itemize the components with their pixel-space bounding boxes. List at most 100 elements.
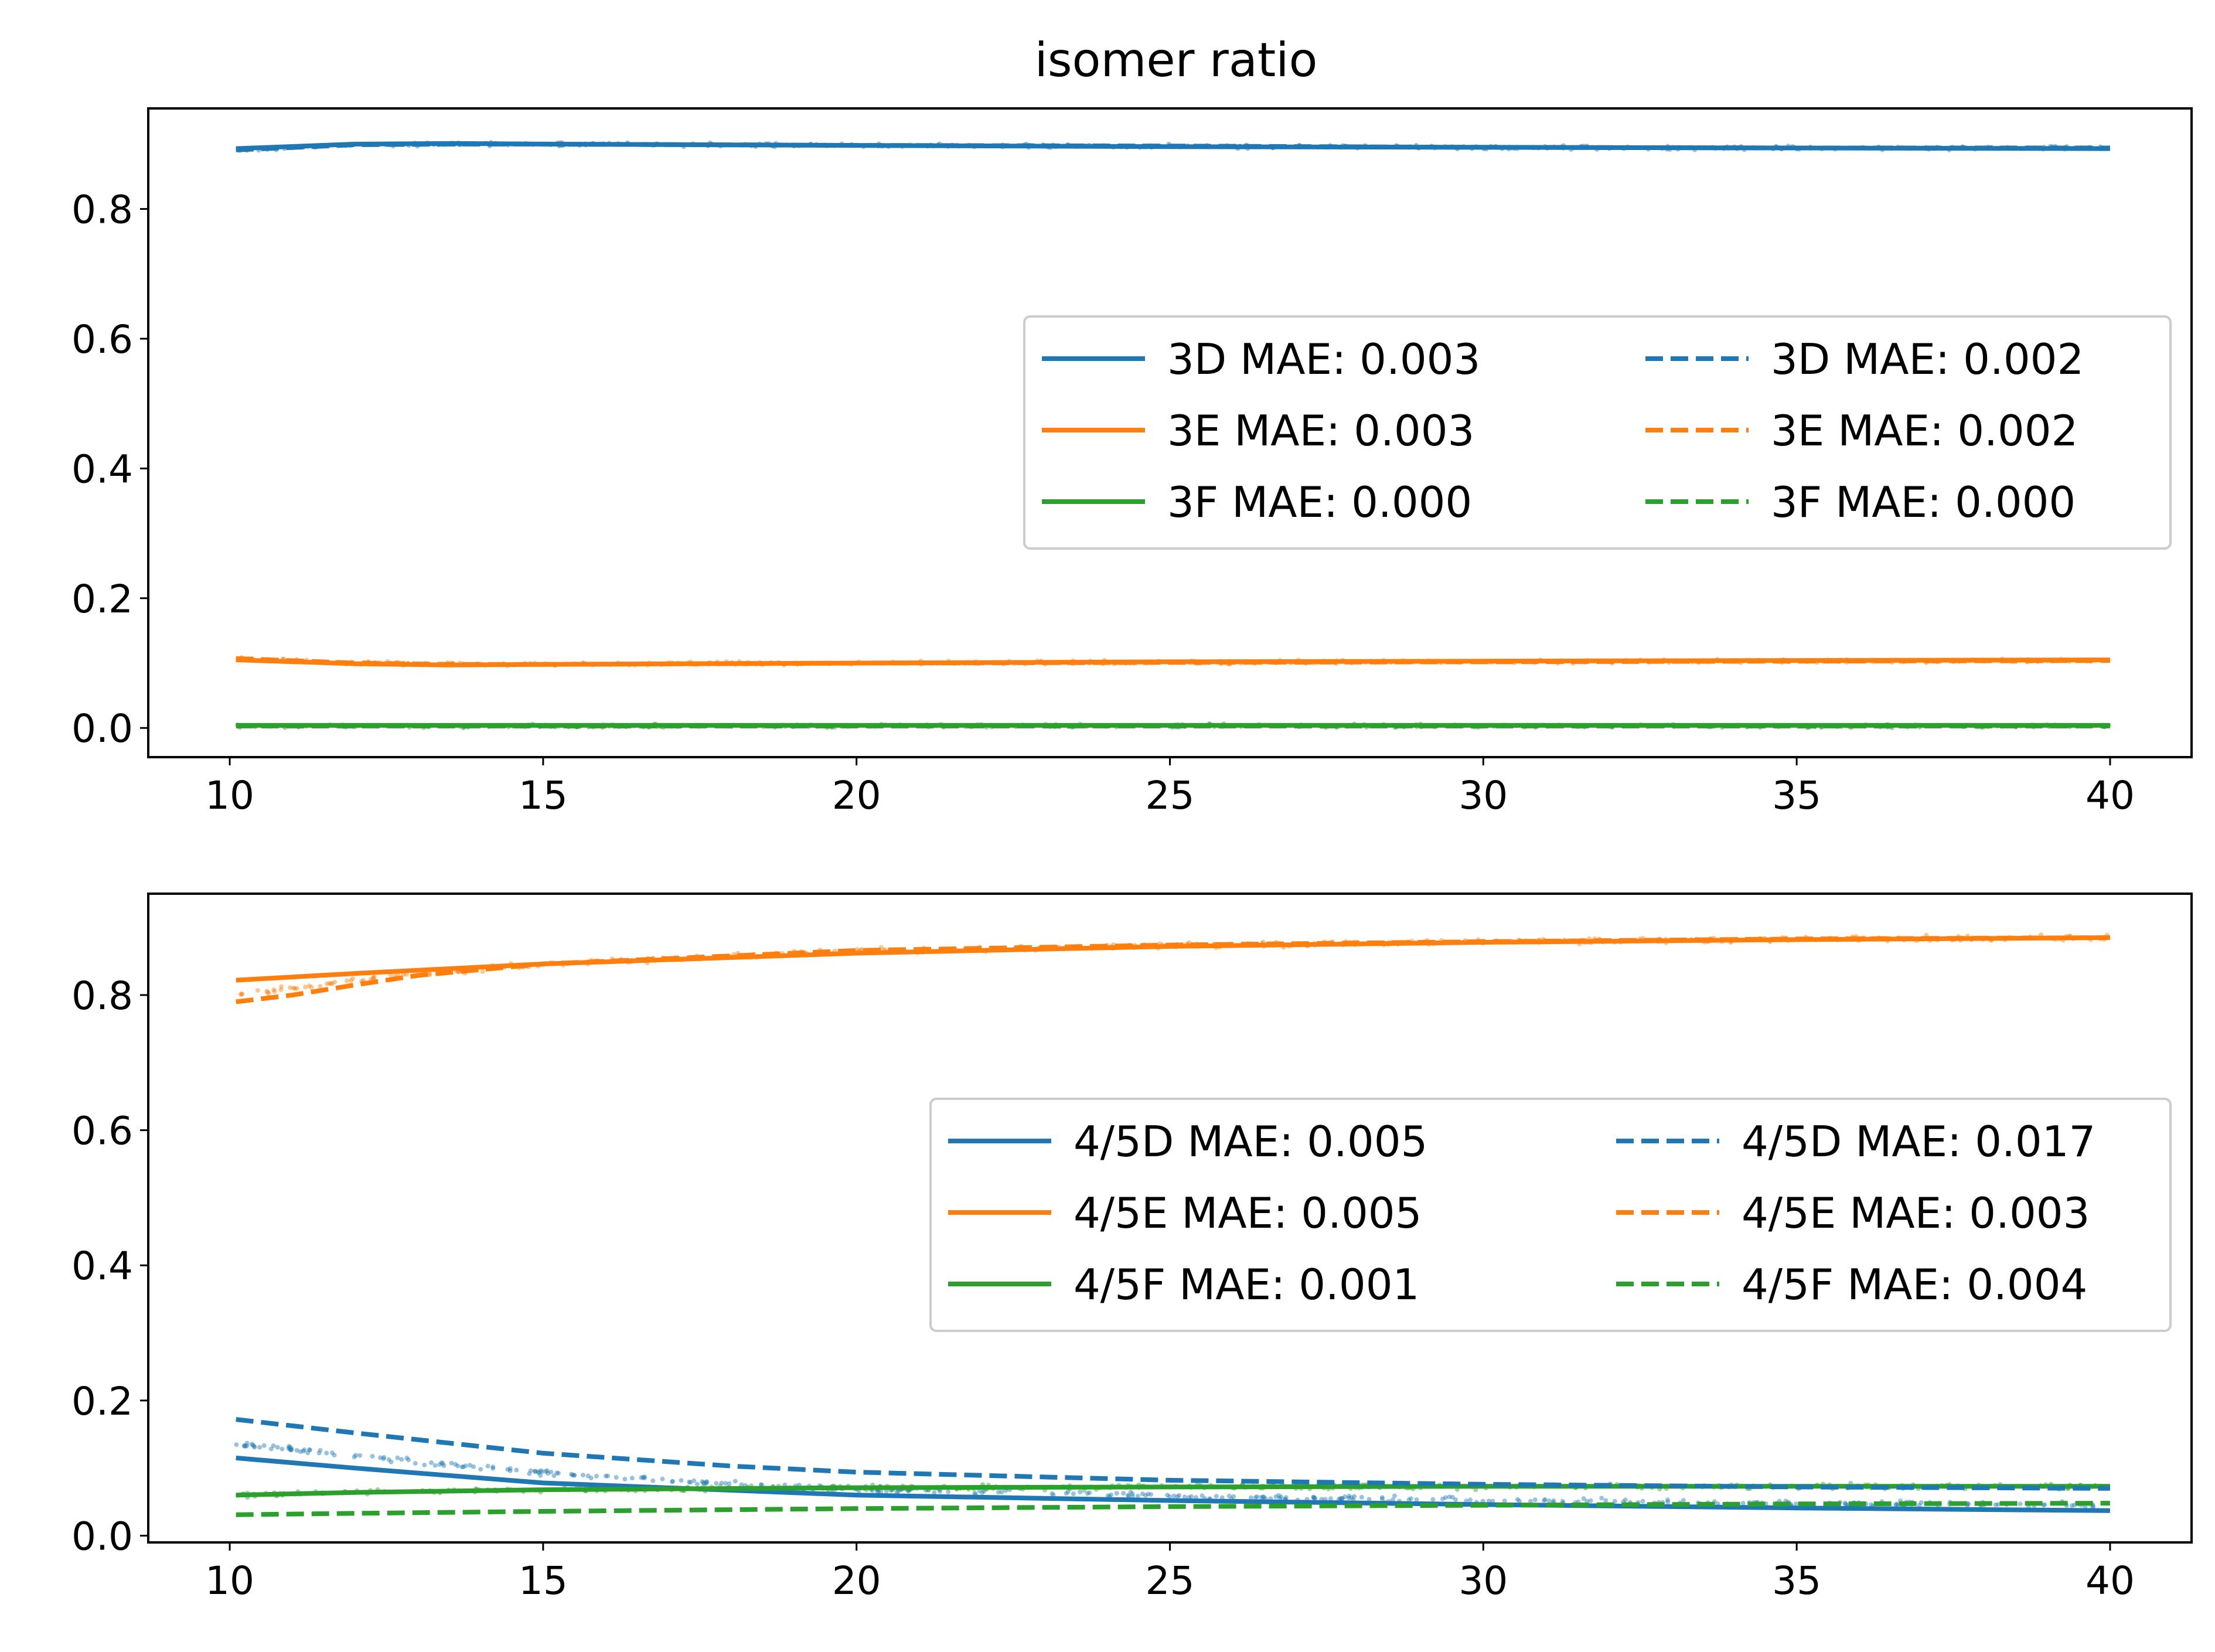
y-ticks-top: 0.0 0.2 0.4 0.6 0.8 [71,188,148,751]
scatter-point-blue [1406,1497,1412,1503]
scatter-point-blue [895,1488,901,1494]
scatter-point-blue [249,1442,254,1447]
plot-panel-bottom: 10 15 20 25 30 35 40 0.0 0.2 0.4 0.6 0.8 4/5D MAE:… [71,893,2193,1603]
scatter-point-blue [543,1469,548,1474]
scatter-point-blue [429,1460,434,1465]
y-tick-label: 0.2 [71,1379,133,1424]
scatter-point-blue [1340,1496,1345,1501]
scatter-point-orange [329,981,335,986]
scatter-point-blue [1259,1495,1264,1500]
scatter-point-blue [294,1447,299,1453]
legend-label: 4/5D MAE: 0.005 [1074,1117,1427,1166]
scatter-point-blue [399,1457,404,1462]
scatter-point-blue [691,1478,697,1483]
scatter-point-blue [571,1473,577,1478]
scatter-point-blue [514,1467,519,1473]
scatter-point-blue [1273,1494,1279,1500]
y-tick-label: 0.0 [71,706,133,751]
scatter-point-blue [1311,1495,1316,1500]
scatter-point-blue [1793,1501,1798,1507]
scatter-point-blue [687,1479,692,1484]
scatter-point-blue [268,1446,274,1452]
scatter-point-blue [316,1450,322,1456]
x-tick-label: 10 [205,1558,254,1603]
scatter-point-blue [640,1475,646,1480]
legend-box [1023,315,2172,550]
scatter-point-blue [1279,1494,1284,1500]
x-tick-label: 15 [519,1558,568,1603]
y-tick-label: 0.2 [71,577,133,622]
scatter-point-blue [1340,1496,1345,1501]
scatter-point-blue [1581,1496,1586,1501]
scatter-point-blue [1893,1502,1899,1507]
scatter-point-blue [1640,1498,1645,1504]
scatter-point-blue [1143,1493,1148,1498]
y-ticks-bottom: 0.0 0.2 0.4 0.6 0.8 [71,973,148,1559]
scatter-point-blue [1260,1494,1266,1500]
scatter-point-blue [329,1450,335,1456]
scatter-point-blue [286,1446,291,1451]
scatter-point-blue [982,1488,986,1494]
scatter-point-blue [1894,1501,1899,1507]
scatter-point-blue [324,1450,329,1456]
scatter-point-blue [413,1461,418,1466]
series-line-3 [236,141,2110,152]
scatter-point-orange [456,969,461,975]
scatter-point-orange [239,992,244,997]
scatter-point-orange [427,972,432,977]
scatter-point-orange [266,991,271,996]
legend-top: 3D MAE: 0.003 3E MAE: 0.003 3F MAE: 0.000 3… [1023,315,2172,550]
scatter-point-blue [1584,1498,1590,1504]
scatter-point-blue [289,1446,294,1451]
scatter-point-orange [309,985,314,990]
scatter-point-blue [440,1461,445,1466]
scatter-point-orange [372,975,377,980]
scatter-point-blue [642,1476,647,1481]
scatter-point-blue [629,1476,635,1481]
series-line-0 [236,1455,2110,1513]
scatter-point-blue [1146,1491,1151,1497]
scatter-point-blue [1049,1491,1055,1496]
scatter-point-blue [1165,1493,1170,1498]
scatter-point-blue [404,1455,410,1460]
scatter-point-blue [1502,1498,1507,1504]
scatter-point-blue [538,1468,543,1473]
scatter-point-blue [1542,1498,1547,1503]
scatter-point-blue [251,1443,257,1449]
x-tick-label: 30 [1459,773,1508,818]
scatter-point-blue [1468,1497,1473,1503]
scatter-point-blue [569,1472,574,1477]
scatter-point-blue [302,1447,307,1452]
scatter-point-orange [288,985,293,990]
scatter-point-blue [485,1463,490,1469]
x-ticks-bottom: 10 15 20 25 30 35 40 [205,1542,2135,1603]
scatter-point-blue [1114,1491,1119,1496]
scatter-point-blue [1338,1496,1343,1501]
scatter-point-blue [1842,1500,1848,1505]
scatter-point-blue [1532,1497,1538,1503]
scatter-point-blue [1085,1491,1090,1496]
y-tick-label: 0.6 [71,317,133,362]
scatter-point-blue [700,1479,705,1484]
scatter-point-blue [1347,1493,1352,1498]
scatter-point-blue [1087,1490,1092,1496]
scatter-point-blue [714,1481,719,1486]
scatter-point-blue [1349,1495,1354,1500]
scatter-point-orange [345,978,349,983]
x-tick-label: 35 [1772,773,1821,818]
legend-label: 3E MAE: 0.002 [1771,406,2078,455]
scatter-point-blue [287,1445,292,1450]
legend-label: 4/5F MAE: 0.004 [1742,1260,2087,1309]
scatter-point-blue [301,1449,306,1454]
x-tick-label: 40 [2085,1558,2135,1603]
legend-label: 3F MAE: 0.000 [1167,478,1472,527]
scatter-point-blue [538,1473,543,1478]
scatter-point-blue [332,1453,337,1458]
scatter-point-blue [1528,1498,1533,1504]
scatter-point-blue [972,1491,977,1496]
legend-label: 4/5F MAE: 0.001 [1074,1260,1419,1309]
scatter-point-blue [1128,1490,1133,1494]
scatter-point-blue [1665,1497,1670,1503]
scatter-point-blue [585,1473,591,1479]
scatter-point-blue [938,1489,943,1494]
